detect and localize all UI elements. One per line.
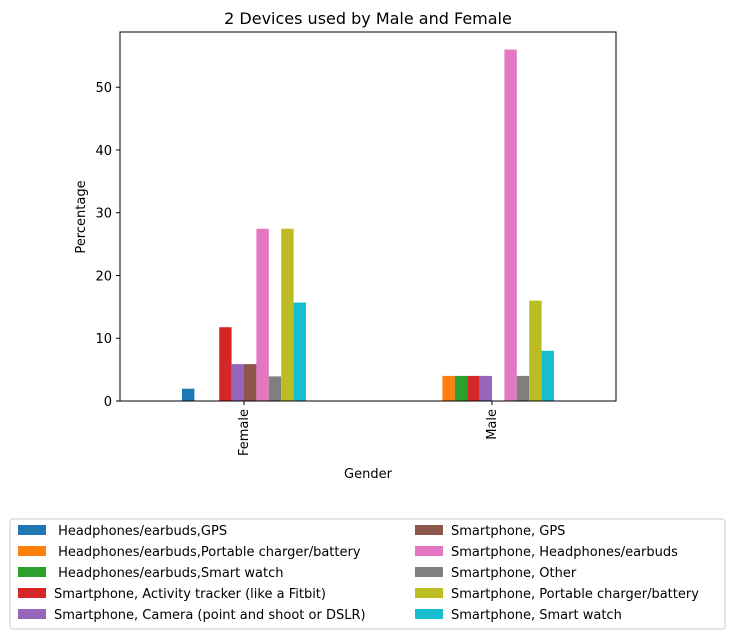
y-tick-label: 10: [95, 332, 112, 347]
legend: Headphones/earbuds,GPS Headphones/earbud…: [9, 518, 726, 630]
bar-male-series-1: [442, 375, 455, 401]
legend-swatch: [18, 588, 46, 598]
bar-female-series-9: [293, 302, 306, 401]
bars-layer: [182, 49, 554, 401]
y-axis: 0 10 20 30 40 50: [95, 81, 120, 410]
legend-entry-label: Smartphone, Camera (point and shoot or D…: [54, 608, 366, 623]
bar-male-series-7: [516, 375, 530, 401]
x-axis: Female Male: [237, 401, 500, 456]
bar-female-series-4: [231, 364, 244, 401]
bar-female-series-5: [244, 364, 257, 401]
legend-swatch: [415, 567, 443, 577]
legend-frame: [9, 518, 726, 630]
bar-male-series-8: [529, 300, 542, 401]
legend-swatch: [415, 525, 443, 535]
y-tick-label: 0: [104, 395, 112, 410]
bar-male-series-2: [454, 375, 468, 401]
bar-male-series-6: [504, 49, 517, 401]
bar-female-series-8: [281, 228, 294, 401]
legend-swatch: [18, 609, 46, 619]
x-axis-label: Gender: [344, 467, 393, 482]
legend-entry-label: Smartphone, Smart watch: [451, 608, 622, 623]
chart-title: 2 Devices used by Male and Female: [224, 9, 512, 28]
bar-female-series-6: [256, 228, 269, 401]
legend-swatch: [18, 567, 46, 577]
legend-swatch: [415, 609, 443, 619]
legend-entry-label: Headphones/earbuds,Smart watch: [54, 566, 283, 581]
legend-entry-label: Smartphone, Other: [451, 566, 577, 581]
plot-frame: [119, 31, 617, 402]
legend-swatch: [415, 546, 443, 556]
bar-male-series-4: [479, 375, 492, 401]
y-tick-label: 40: [95, 144, 112, 159]
x-tick-label: Female: [237, 409, 252, 456]
x-tick-label: Male: [485, 409, 500, 440]
legend-entry-label: Smartphone, GPS: [451, 524, 565, 539]
bar-female-series-7: [268, 376, 282, 401]
bar-male-series-9: [541, 350, 554, 401]
y-axis-label: Percentage: [74, 180, 89, 253]
bar-male-series-3: [467, 375, 480, 401]
bar-female-series-0: [182, 388, 195, 401]
y-tick-label: 20: [95, 269, 112, 284]
legend-swatch: [18, 525, 46, 535]
legend-entry-label: Headphones/earbuds,Portable charger/batt…: [54, 545, 361, 560]
y-tick-label: 50: [95, 81, 112, 96]
legend-entry-label: Smartphone, Activity tracker (like a Fit…: [54, 587, 326, 602]
legend-swatch: [415, 588, 443, 598]
y-tick-label: 30: [95, 207, 112, 222]
legend-entry-label: Headphones/earbuds,GPS: [54, 524, 227, 539]
legend-entry-label: Smartphone, Portable charger/battery: [451, 587, 699, 602]
legend-entry-label: Smartphone, Headphones/earbuds: [451, 545, 678, 560]
legend-swatch: [18, 546, 46, 556]
bar-female-series-3: [219, 327, 232, 401]
